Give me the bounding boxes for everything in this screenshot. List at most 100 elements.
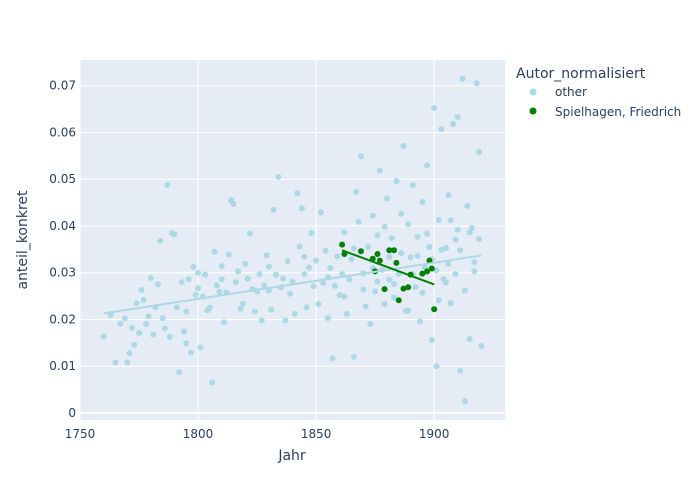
data-point-other[interactable]	[442, 279, 449, 286]
data-point-other[interactable]	[138, 287, 145, 294]
data-point-other[interactable]	[452, 271, 459, 278]
data-point-spielhagen[interactable]	[357, 248, 364, 255]
data-point-other[interactable]	[355, 218, 362, 225]
legend-item-other[interactable]: other	[529, 85, 588, 99]
data-point-other[interactable]	[447, 300, 454, 307]
data-point-other[interactable]	[287, 290, 294, 297]
data-point-other[interactable]	[232, 279, 239, 286]
data-point-other[interactable]	[409, 182, 416, 189]
data-point-other[interactable]	[350, 245, 357, 252]
data-point-other[interactable]	[424, 162, 431, 169]
data-point-other[interactable]	[221, 319, 228, 326]
data-point-other[interactable]	[468, 224, 475, 231]
data-point-other[interactable]	[454, 114, 461, 121]
data-point-other[interactable]	[353, 188, 360, 195]
data-point-other[interactable]	[124, 359, 131, 366]
data-point-other[interactable]	[265, 263, 272, 270]
data-point-other[interactable]	[313, 257, 320, 264]
data-point-other[interactable]	[362, 303, 369, 310]
data-point-other[interactable]	[450, 121, 457, 128]
data-point-other[interactable]	[322, 247, 329, 254]
data-point-other[interactable]	[447, 217, 454, 224]
data-point-other[interactable]	[209, 379, 216, 386]
data-point-other[interactable]	[145, 313, 152, 320]
data-point-other[interactable]	[270, 206, 277, 213]
data-point-other[interactable]	[329, 355, 336, 362]
data-point-spielhagen[interactable]	[393, 259, 400, 266]
data-point-other[interactable]	[282, 317, 289, 324]
data-point-other[interactable]	[461, 287, 468, 294]
data-point-other[interactable]	[452, 236, 459, 243]
data-point-other[interactable]	[159, 315, 166, 322]
data-point-other[interactable]	[386, 276, 393, 283]
data-point-other[interactable]	[391, 294, 398, 301]
data-point-other[interactable]	[247, 230, 253, 237]
data-point-other[interactable]	[126, 350, 133, 357]
data-point-other[interactable]	[121, 315, 128, 322]
data-point-other[interactable]	[112, 359, 119, 366]
data-point-other[interactable]	[263, 252, 270, 259]
data-point-other[interactable]	[407, 254, 414, 261]
data-point-other[interactable]	[435, 216, 442, 223]
data-point-other[interactable]	[225, 251, 232, 258]
data-point-other[interactable]	[100, 333, 107, 340]
data-point-other[interactable]	[365, 244, 372, 251]
data-point-other[interactable]	[374, 232, 381, 239]
data-point-other[interactable]	[435, 297, 442, 304]
data-point-other[interactable]	[386, 253, 393, 260]
data-point-other[interactable]	[296, 243, 303, 250]
data-point-other[interactable]	[117, 320, 124, 327]
data-point-other[interactable]	[473, 80, 480, 87]
data-point-other[interactable]	[289, 278, 296, 285]
data-point-other[interactable]	[438, 246, 445, 253]
data-point-other[interactable]	[341, 293, 348, 300]
data-point-other[interactable]	[391, 280, 398, 287]
data-point-other[interactable]	[412, 284, 419, 291]
data-point-other[interactable]	[350, 353, 357, 360]
data-point-other[interactable]	[308, 229, 315, 236]
data-point-other[interactable]	[258, 317, 265, 324]
data-point-other[interactable]	[419, 199, 426, 206]
data-point-other[interactable]	[185, 276, 192, 283]
data-point-other[interactable]	[235, 268, 242, 275]
data-point-spielhagen[interactable]	[395, 297, 402, 304]
data-point-other[interactable]	[268, 306, 275, 313]
data-point-spielhagen[interactable]	[391, 247, 398, 254]
data-point-other[interactable]	[346, 276, 353, 283]
data-point-other[interactable]	[303, 304, 310, 311]
data-point-other[interactable]	[376, 167, 383, 174]
data-point-other[interactable]	[216, 288, 223, 295]
data-point-other[interactable]	[242, 260, 249, 267]
data-point-other[interactable]	[405, 307, 412, 314]
data-point-other[interactable]	[445, 260, 452, 267]
data-point-other[interactable]	[336, 292, 343, 299]
data-point-other[interactable]	[244, 275, 251, 282]
data-point-spielhagen[interactable]	[376, 257, 383, 264]
data-point-other[interactable]	[206, 304, 213, 311]
data-point-other[interactable]	[310, 283, 317, 290]
data-point-other[interactable]	[131, 341, 138, 348]
data-point-other[interactable]	[367, 321, 374, 328]
data-point-other[interactable]	[164, 181, 171, 188]
data-point-other[interactable]	[341, 229, 348, 236]
data-point-other[interactable]	[334, 253, 341, 260]
data-point-other[interactable]	[464, 202, 471, 209]
data-point-other[interactable]	[445, 192, 452, 199]
data-point-other[interactable]	[256, 271, 263, 278]
data-point-other[interactable]	[374, 278, 381, 285]
data-point-other[interactable]	[419, 289, 426, 296]
data-point-other[interactable]	[275, 173, 282, 180]
data-point-other[interactable]	[128, 324, 135, 331]
data-point-other[interactable]	[381, 223, 388, 230]
data-point-spielhagen[interactable]	[400, 285, 407, 292]
data-point-other[interactable]	[197, 344, 204, 351]
data-point-other[interactable]	[369, 212, 376, 219]
data-point-other[interactable]	[317, 209, 324, 216]
data-point-other[interactable]	[357, 153, 364, 160]
data-point-other[interactable]	[400, 143, 407, 150]
data-point-other[interactable]	[459, 75, 466, 82]
data-point-other[interactable]	[190, 263, 197, 270]
data-point-other[interactable]	[461, 398, 468, 405]
data-point-other[interactable]	[187, 349, 194, 356]
data-point-other[interactable]	[431, 105, 438, 112]
